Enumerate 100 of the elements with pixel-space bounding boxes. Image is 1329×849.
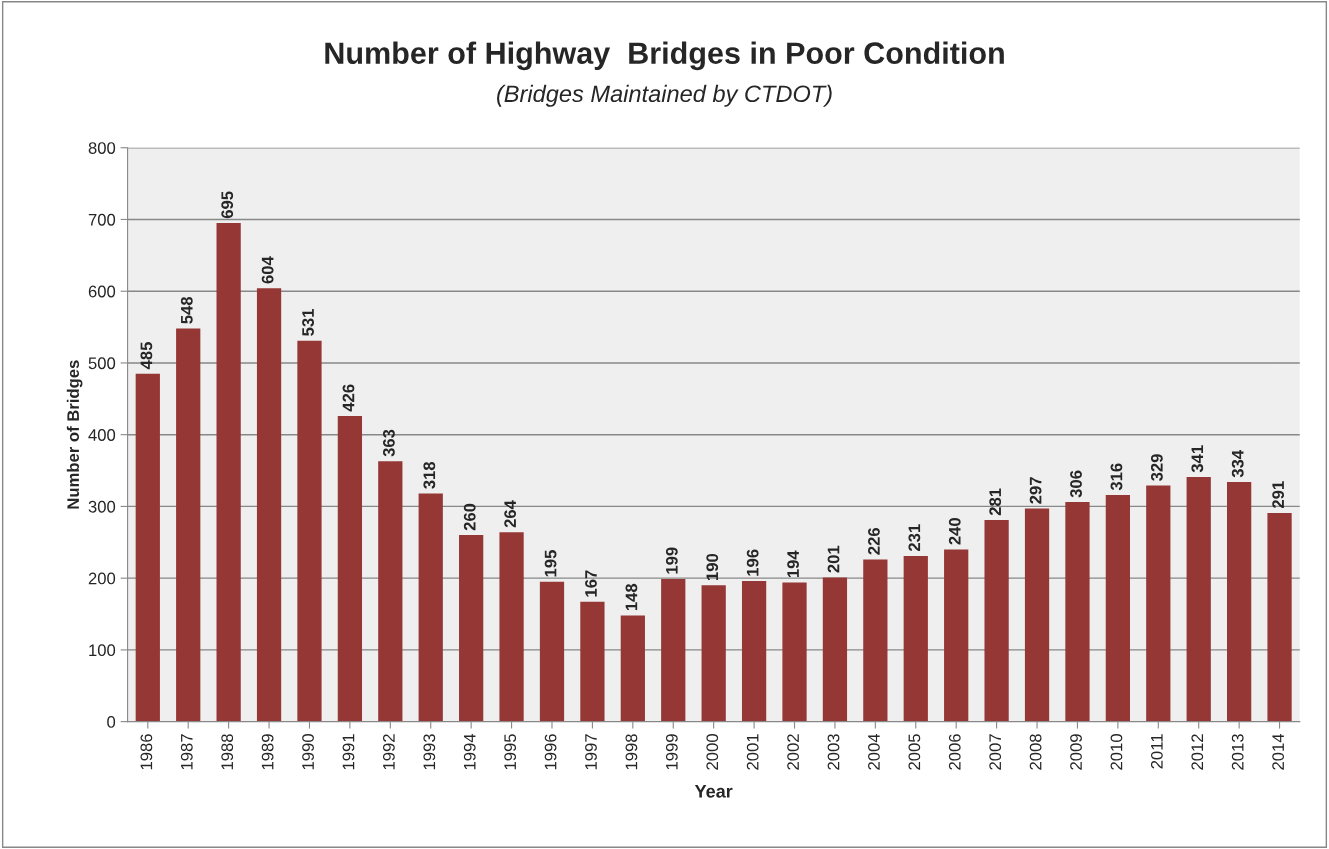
bar <box>1105 494 1130 722</box>
x-tick-label: 2011 <box>1150 734 1163 769</box>
x-tick-label: 2005 <box>908 734 921 770</box>
bar <box>944 549 969 722</box>
data-label: 167 <box>585 570 597 597</box>
x-tick-label: 2014 <box>1272 733 1285 770</box>
y-tick-label: 700 <box>88 213 116 226</box>
data-label: 199 <box>665 547 678 574</box>
bar <box>337 416 363 722</box>
x-tick-label: 2003 <box>827 734 840 770</box>
data-label: 226 <box>868 528 880 555</box>
x-tick-label: 2010 <box>1110 734 1123 770</box>
x-tick-label: 1991 <box>342 734 355 770</box>
data-label: 426 <box>342 384 355 412</box>
bar <box>1227 482 1252 722</box>
bar <box>1065 502 1090 722</box>
x-tick-label: 1996 <box>544 734 557 770</box>
x-tick-label: 1988 <box>221 734 234 770</box>
x-axis-title: Year <box>694 785 733 798</box>
data-label: 291 <box>1272 481 1285 508</box>
x-tick-label: 2012 <box>1191 734 1204 770</box>
bar <box>297 340 322 722</box>
x-tick-label: 2013 <box>1231 734 1244 770</box>
data-label: 297 <box>1029 477 1042 504</box>
x-tick-label: 1998 <box>625 734 638 770</box>
data-label: 695 <box>221 191 234 219</box>
x-tick-label: 1990 <box>302 734 314 770</box>
bar <box>580 601 605 722</box>
chart-title: Number of Highway Bridges in Poor Condition <box>325 41 1004 71</box>
data-label: 240 <box>948 518 961 545</box>
y-tick-label: 300 <box>88 500 116 513</box>
bar <box>135 373 160 722</box>
data-label: 231 <box>908 524 921 552</box>
bar <box>378 461 403 722</box>
data-label: 341 <box>1191 445 1204 473</box>
x-tick-label: 1992 <box>382 734 395 770</box>
data-label: 201 <box>827 545 840 573</box>
y-tick-label: 200 <box>88 572 116 585</box>
y-tick-label: 400 <box>88 429 116 441</box>
bar <box>782 582 807 722</box>
x-tick-label: 2007 <box>989 734 1002 770</box>
bar <box>1024 508 1050 722</box>
y-tick-label: 500 <box>88 357 116 370</box>
x-tick-label: 2000 <box>706 734 719 770</box>
data-label: 196 <box>746 549 759 576</box>
bar <box>701 585 726 722</box>
x-tick-label: 2004 <box>868 733 880 770</box>
data-label: 264 <box>504 500 517 528</box>
bar <box>661 578 686 722</box>
data-label: 148 <box>625 583 638 611</box>
chart-subtitle: (Bridges Maintained by CTDOT) <box>497 84 832 107</box>
x-tick-label: 1987 <box>180 734 193 770</box>
y-tick-label: 600 <box>88 285 116 298</box>
y-tick-label: 800 <box>88 142 116 154</box>
data-label: 485 <box>140 342 153 370</box>
bar <box>216 223 241 722</box>
bar <box>822 577 848 722</box>
data-label: 604 <box>261 256 274 284</box>
data-label: 531 <box>302 309 314 336</box>
data-label: 194 <box>787 550 799 578</box>
x-tick-label: 1997 <box>585 734 597 770</box>
x-tick-label: 1989 <box>261 734 274 770</box>
bar <box>903 555 928 722</box>
data-label: 260 <box>463 503 476 531</box>
data-label: 195 <box>544 550 557 577</box>
bar <box>741 581 767 722</box>
x-tick-label: 2009 <box>1070 734 1082 770</box>
data-label: 281 <box>989 488 1002 516</box>
data-label: 316 <box>1110 463 1123 491</box>
data-label: 329 <box>1150 454 1163 481</box>
bar <box>459 535 484 722</box>
data-label: 334 <box>1231 450 1244 478</box>
y-tick-label: 100 <box>89 644 116 657</box>
bar <box>176 328 201 722</box>
x-tick-label: 1995 <box>504 734 517 770</box>
y-axis-title: Number of Bridges <box>66 360 83 509</box>
data-label: 548 <box>180 296 193 324</box>
x-tick-label: 1993 <box>423 734 436 770</box>
bar <box>984 520 1009 722</box>
bar <box>1146 485 1171 722</box>
bar <box>620 615 645 722</box>
x-tick-label: 2006 <box>948 734 961 770</box>
y-tick-label: 0 <box>107 716 116 728</box>
x-tick-label: 2008 <box>1029 734 1042 770</box>
bar <box>539 581 565 722</box>
bar <box>499 532 524 722</box>
data-label: 306 <box>1070 470 1082 498</box>
data-label: 190 <box>706 553 719 580</box>
x-tick-label: 2001 <box>746 734 759 770</box>
data-label: 318 <box>423 461 436 489</box>
bar <box>1267 512 1292 722</box>
bar <box>256 288 282 722</box>
bar <box>418 493 443 722</box>
x-tick-label: 2002 <box>787 734 799 770</box>
x-tick-label: 1986 <box>140 734 153 770</box>
x-tick-label: 1994 <box>463 733 476 770</box>
data-label: 363 <box>382 429 395 457</box>
bar <box>1186 477 1211 722</box>
x-tick-label: 1999 <box>665 734 678 770</box>
bar <box>863 559 888 722</box>
